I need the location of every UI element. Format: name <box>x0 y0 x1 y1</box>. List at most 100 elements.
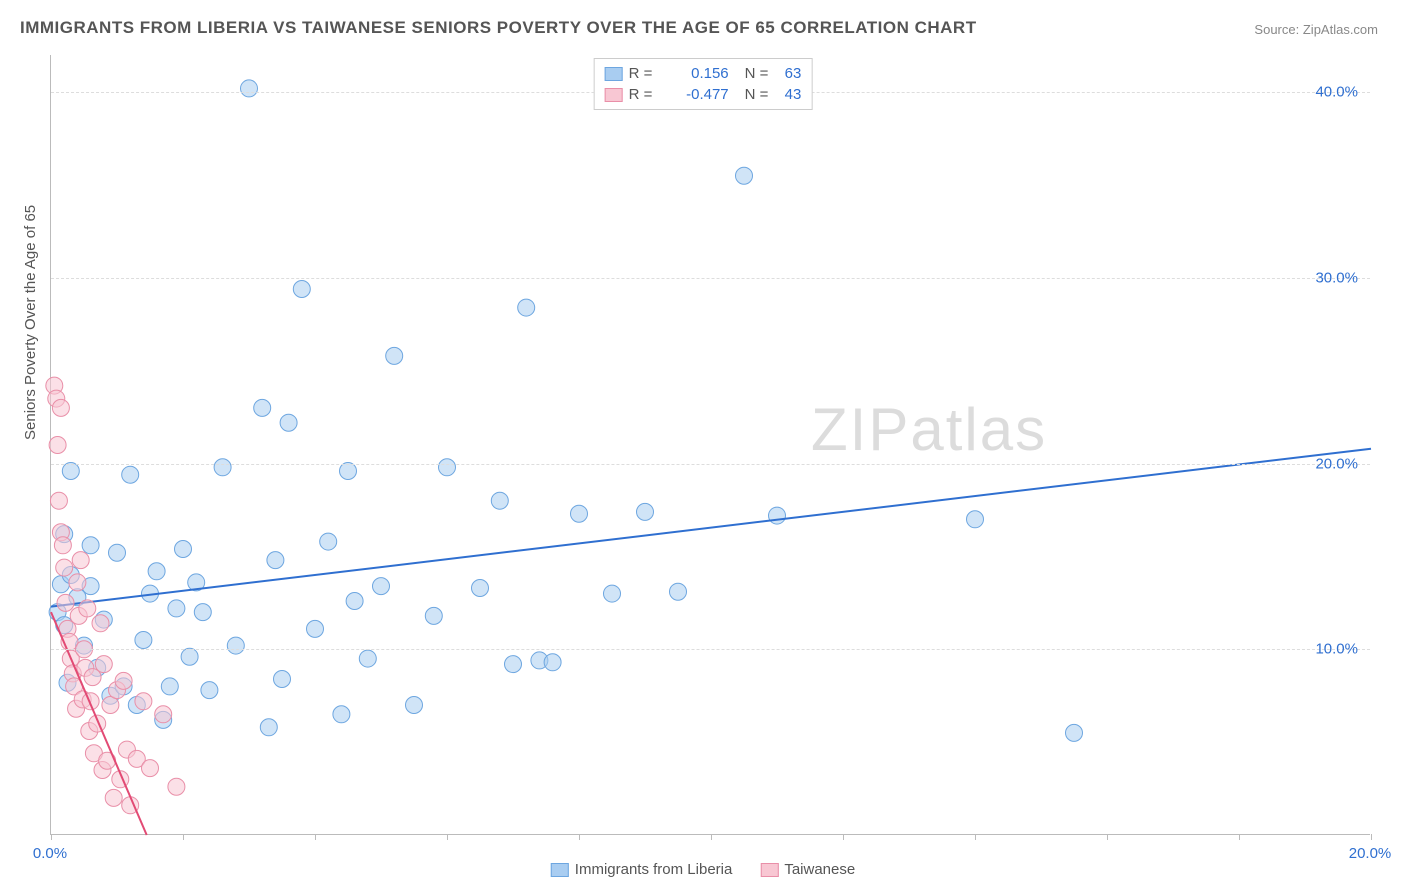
data-point-liberia <box>214 459 231 476</box>
data-point-liberia <box>148 563 165 580</box>
data-point-liberia <box>254 399 271 416</box>
source-label: Source: <box>1254 22 1299 37</box>
data-point-liberia <box>386 347 403 364</box>
data-point-liberia <box>175 541 192 558</box>
data-point-liberia <box>168 600 185 617</box>
y-tick-label: 30.0% <box>1315 269 1358 286</box>
legend-swatch <box>551 863 569 877</box>
data-point-liberia <box>359 650 376 667</box>
data-point-liberia <box>194 604 211 621</box>
x-tick <box>1239 834 1240 840</box>
data-point-taiwanese <box>142 760 159 777</box>
source-attribution: Source: ZipAtlas.com <box>1254 22 1378 37</box>
data-point-taiwanese <box>57 594 74 611</box>
legend-swatch <box>605 67 623 81</box>
data-point-liberia <box>637 503 654 520</box>
legend-n-value: 43 <box>785 84 802 105</box>
data-point-taiwanese <box>168 778 185 795</box>
legend-swatch <box>760 863 778 877</box>
plot-area: ZIPatlas 10.0%20.0%30.0%40.0% <box>50 55 1370 835</box>
series-legend-item-liberia: Immigrants from Liberia <box>551 861 733 878</box>
data-point-liberia <box>604 585 621 602</box>
data-point-liberia <box>346 593 363 610</box>
x-tick <box>579 834 580 840</box>
data-point-liberia <box>425 607 442 624</box>
data-point-liberia <box>227 637 244 654</box>
data-point-liberia <box>670 583 687 600</box>
y-tick-label: 20.0% <box>1315 455 1358 472</box>
data-point-liberia <box>161 678 178 695</box>
data-point-liberia <box>109 544 126 561</box>
chart-title: IMMIGRANTS FROM LIBERIA VS TAIWANESE SEN… <box>20 18 977 38</box>
data-point-taiwanese <box>135 693 152 710</box>
data-point-taiwanese <box>79 600 96 617</box>
data-point-liberia <box>571 505 588 522</box>
legend-n-value: 63 <box>785 63 802 84</box>
data-point-liberia <box>260 719 277 736</box>
data-point-liberia <box>267 552 284 569</box>
data-point-liberia <box>122 466 139 483</box>
x-tick <box>447 834 448 840</box>
x-tick <box>315 834 316 840</box>
data-point-taiwanese <box>92 615 109 632</box>
y-axis-label: Seniors Poverty Over the Age of 65 <box>22 205 39 440</box>
legend-r-value: -0.477 <box>669 84 729 105</box>
data-point-liberia <box>518 299 535 316</box>
data-point-liberia <box>201 682 218 699</box>
data-point-liberia <box>307 620 324 637</box>
data-point-liberia <box>293 281 310 298</box>
data-point-taiwanese <box>50 492 67 509</box>
data-point-taiwanese <box>95 656 112 673</box>
gridline <box>51 278 1370 279</box>
legend-n-label: N = <box>745 63 779 84</box>
data-point-liberia <box>274 671 291 688</box>
data-point-liberia <box>439 459 456 476</box>
legend-r-value: 0.156 <box>669 63 729 84</box>
data-point-liberia <box>769 507 786 524</box>
scatter-svg <box>51 55 1370 834</box>
data-point-taiwanese <box>105 789 122 806</box>
data-point-liberia <box>280 414 297 431</box>
series-legend-label: Immigrants from Liberia <box>575 861 733 878</box>
x-tick <box>183 834 184 840</box>
data-point-liberia <box>333 706 350 723</box>
data-point-liberia <box>82 537 99 554</box>
data-point-taiwanese <box>115 672 132 689</box>
data-point-liberia <box>135 632 152 649</box>
series-legend: Immigrants from Liberia Taiwanese <box>551 861 855 878</box>
data-point-liberia <box>373 578 390 595</box>
legend-row-liberia: R =0.156N =63 <box>605 63 802 84</box>
data-point-taiwanese <box>49 437 66 454</box>
data-point-taiwanese <box>54 537 71 554</box>
x-tick <box>1107 834 1108 840</box>
y-tick-label: 40.0% <box>1315 84 1358 101</box>
trend-line-taiwanese <box>51 612 147 835</box>
data-point-liberia <box>967 511 984 528</box>
series-legend-item-taiwanese: Taiwanese <box>760 861 855 878</box>
x-tick-label: 0.0% <box>33 845 67 862</box>
x-tick <box>1371 834 1372 840</box>
data-point-liberia <box>181 648 198 665</box>
data-point-taiwanese <box>69 574 86 591</box>
data-point-liberia <box>320 533 337 550</box>
x-tick-label: 20.0% <box>1349 845 1392 862</box>
x-tick <box>51 834 52 840</box>
legend-row-taiwanese: R =-0.477N =43 <box>605 84 802 105</box>
data-point-taiwanese <box>52 399 69 416</box>
data-point-taiwanese <box>155 706 172 723</box>
data-point-liberia <box>340 463 357 480</box>
data-point-liberia <box>472 580 489 597</box>
data-point-liberia <box>491 492 508 509</box>
correlation-legend: R =0.156N =63R =-0.477N =43 <box>594 58 813 110</box>
data-point-liberia <box>62 463 79 480</box>
y-tick-label: 10.0% <box>1315 641 1358 658</box>
data-point-taiwanese <box>56 559 73 576</box>
trend-line-liberia <box>51 449 1371 607</box>
data-point-liberia <box>241 80 258 97</box>
legend-swatch <box>605 88 623 102</box>
gridline <box>51 464 1370 465</box>
data-point-taiwanese <box>82 693 99 710</box>
data-point-liberia <box>544 654 561 671</box>
data-point-taiwanese <box>72 552 89 569</box>
data-point-liberia <box>736 167 753 184</box>
